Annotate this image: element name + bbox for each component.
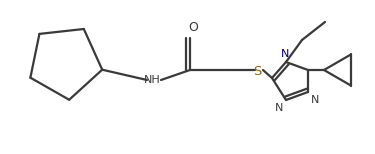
Text: O: O [188, 21, 198, 34]
Text: N: N [281, 49, 289, 59]
Text: NH: NH [144, 75, 160, 85]
Text: N: N [311, 95, 319, 105]
Text: S: S [253, 65, 261, 77]
Text: N: N [275, 103, 283, 113]
